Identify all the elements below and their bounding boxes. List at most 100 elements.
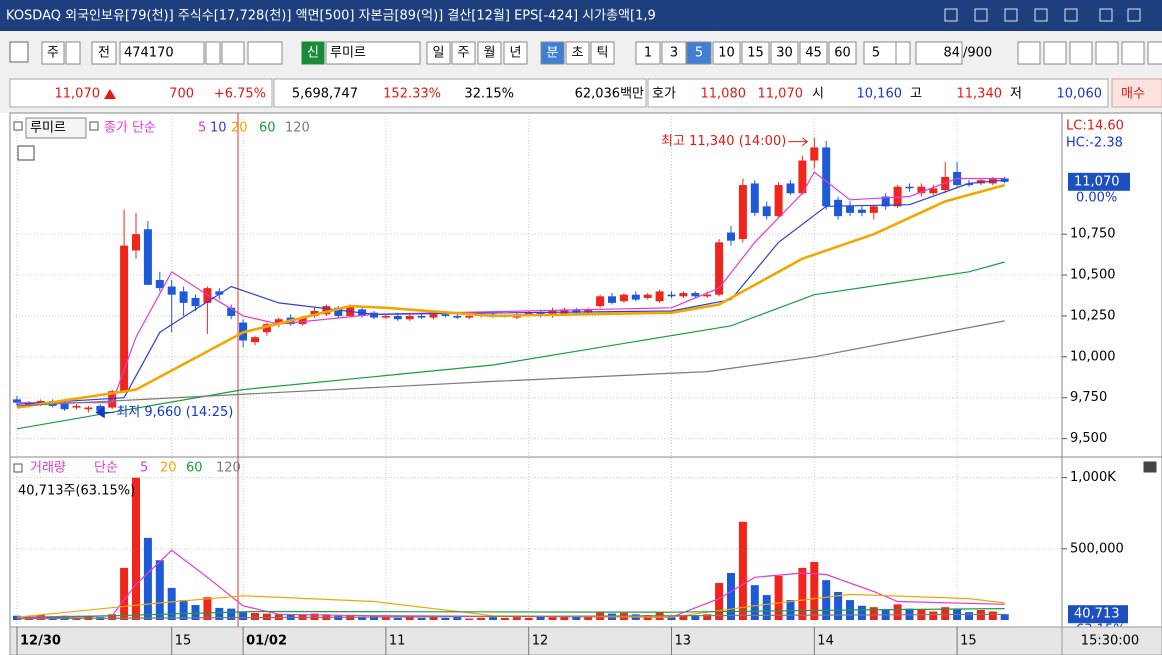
turnover: 32.15% (464, 87, 514, 102)
candle-body (108, 391, 117, 408)
window-button[interactable] (1099, 8, 1113, 22)
candle-body (191, 297, 200, 307)
candle-body (167, 286, 176, 295)
volume-bar (1000, 614, 1009, 620)
ask-label: 호가 (652, 87, 676, 102)
candle-body (869, 206, 878, 213)
volume-bar (441, 617, 450, 620)
legend-entry: 120 (285, 121, 310, 136)
volume-bar (857, 605, 866, 620)
window-button[interactable] (974, 8, 988, 22)
tool-icon[interactable] (1121, 41, 1145, 65)
open: 10,160 (857, 87, 903, 102)
interval-button[interactable] (828, 41, 857, 65)
volume-bar (167, 587, 176, 620)
interval-button[interactable] (635, 41, 661, 65)
x-tick-label: 13 (675, 634, 692, 649)
count-input[interactable] (915, 41, 963, 65)
panel-button[interactable] (1143, 461, 1157, 473)
period-button[interactable] (426, 41, 451, 65)
volume-bar (988, 611, 997, 620)
volume-bar (941, 607, 950, 620)
volume-bar (132, 477, 140, 620)
candle-body (786, 183, 795, 194)
volume: 5,698,747 (292, 87, 358, 102)
interval-button[interactable] (686, 41, 712, 65)
tool-icon[interactable] (1043, 41, 1067, 65)
dropdown[interactable] (65, 41, 81, 65)
interval-button[interactable] (741, 41, 770, 65)
volume-bar (786, 600, 795, 620)
interval-button[interactable] (661, 41, 687, 65)
menu-icon[interactable] (9, 41, 29, 63)
period-label: 초 (572, 46, 584, 61)
volume-bar (143, 537, 152, 620)
candle-body (1000, 178, 1009, 182)
name-input[interactable] (325, 41, 421, 65)
window-button[interactable] (1064, 8, 1078, 22)
candle-body (834, 199, 843, 217)
tool-icon[interactable] (1147, 41, 1162, 65)
candle-body (393, 315, 402, 320)
candle-body (251, 337, 259, 343)
volume-bar (976, 610, 985, 620)
candle-body (762, 206, 771, 217)
last-volume-box (1068, 605, 1128, 624)
interval-button[interactable] (799, 41, 828, 65)
sound-button[interactable] (247, 41, 283, 65)
window-button[interactable] (944, 8, 958, 22)
buy-button[interactable] (1111, 78, 1162, 108)
period-button[interactable] (503, 41, 528, 65)
window-button[interactable] (1034, 8, 1048, 22)
volume-bar (453, 617, 462, 620)
volume-bar (798, 567, 807, 620)
lc-label: LC:14.60 (1066, 119, 1124, 134)
candle-body (667, 294, 676, 297)
volume-bar (512, 617, 521, 620)
period-button[interactable] (565, 41, 590, 65)
tool-icon[interactable] (1017, 41, 1041, 65)
prev-button[interactable] (91, 41, 117, 65)
annotation-arrow (95, 406, 115, 419)
amount: 62,036백만 (575, 87, 644, 102)
legend-icon (13, 463, 23, 473)
volume-bar (750, 585, 759, 620)
grid-icon[interactable] (17, 145, 35, 161)
volume-bar (108, 614, 117, 620)
period-button[interactable] (590, 41, 615, 65)
dropdown[interactable] (895, 41, 911, 65)
candle-body (917, 186, 926, 194)
interval-button[interactable] (712, 41, 741, 65)
volume-bar (572, 615, 581, 620)
period-button[interactable] (477, 41, 502, 65)
volume-bar (691, 615, 700, 620)
candle-body (631, 294, 640, 300)
window-button[interactable] (1127, 8, 1141, 22)
volume-bar (262, 613, 271, 620)
change: 700 (169, 87, 194, 102)
tool-icon[interactable] (1069, 41, 1093, 65)
name-box[interactable] (25, 117, 87, 139)
volume-bar (429, 617, 438, 620)
period-button[interactable] (451, 41, 476, 65)
dropdown[interactable] (205, 41, 221, 65)
volume-bar (822, 580, 831, 620)
market-select[interactable] (41, 41, 65, 65)
period-button[interactable] (540, 41, 565, 65)
code-input[interactable] (119, 41, 205, 65)
volume-bar (524, 617, 533, 620)
price: 11,070 (55, 87, 101, 102)
moving-average (16, 320, 1005, 407)
interval-label: 60 (834, 46, 851, 61)
interval-button[interactable] (770, 41, 799, 65)
tool-icon[interactable] (1095, 41, 1119, 65)
volume-bar (893, 604, 902, 620)
search-button[interactable] (221, 41, 245, 65)
x-tick-label: 15 (960, 634, 977, 649)
volume-bar (560, 616, 569, 620)
volume-bar (393, 617, 402, 620)
quote-box (9, 78, 273, 108)
window-button[interactable] (1004, 8, 1018, 22)
change-rate: +6.75% (214, 87, 266, 102)
